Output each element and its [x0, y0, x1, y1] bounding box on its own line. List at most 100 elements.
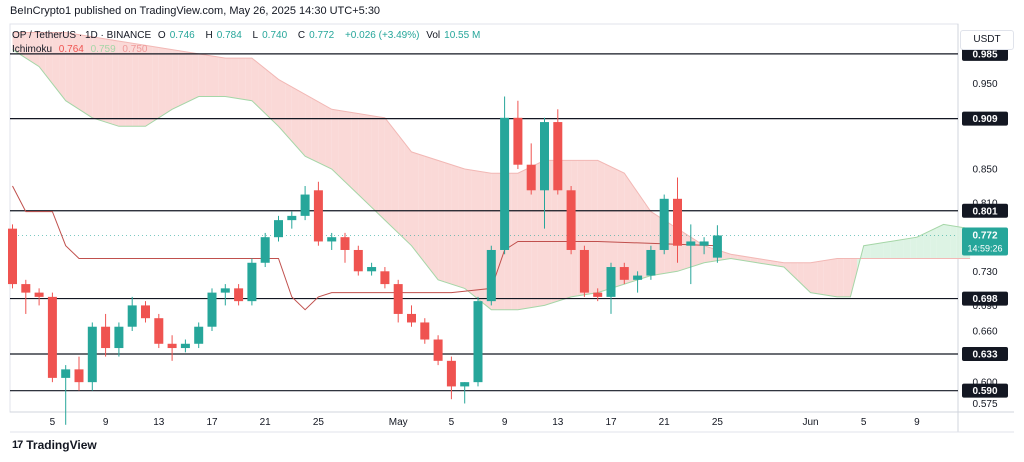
x-tick-label: Jun	[802, 417, 818, 428]
cloud-segment	[52, 32, 60, 93]
cloud-segment	[411, 151, 419, 255]
cloud-segment	[923, 230, 931, 259]
x-tick-label: 13	[552, 417, 564, 428]
cloud-segment	[371, 115, 379, 214]
ichimoku-value-3: 0.750	[122, 44, 148, 55]
candle	[8, 228, 17, 285]
x-tick-label: 5	[861, 417, 867, 428]
cloud-segment	[890, 240, 897, 259]
cloud-segment	[877, 242, 884, 259]
candle	[207, 292, 217, 327]
cloud-segment	[790, 262, 798, 280]
cloud-segment	[770, 260, 778, 266]
level-label: 0.633	[972, 350, 997, 361]
cloud-segment	[803, 262, 811, 293]
candle	[154, 318, 164, 344]
candle	[566, 190, 576, 250]
level-tag-0.909	[962, 111, 1008, 126]
candle	[260, 237, 270, 263]
cloud-segment	[238, 58, 246, 100]
level-tag-0.801	[962, 203, 1008, 218]
candle	[327, 237, 337, 242]
cloud-segment	[19, 32, 26, 59]
cloud-segment	[910, 237, 917, 259]
volume: Vol 10.55 M	[426, 30, 481, 41]
cloud-segment	[105, 38, 113, 125]
candle	[659, 198, 669, 250]
cloud-segment	[830, 258, 838, 297]
cloud-segment	[837, 258, 844, 297]
candle	[194, 326, 204, 344]
level-label: 0.909	[972, 114, 997, 125]
symbol-name[interactable]: OP / TetherUS · 1D · BINANCE	[12, 30, 152, 41]
candle	[353, 249, 363, 272]
cloud-segment	[617, 170, 625, 287]
cloud-segment	[537, 160, 545, 307]
candle	[127, 305, 137, 327]
cloud-segment	[517, 170, 525, 310]
cloud-segment	[823, 259, 831, 296]
countdown-label: 14:59:26	[967, 243, 1002, 253]
level-label: 0.985	[972, 49, 997, 60]
x-tick-label: 17	[605, 417, 617, 428]
cloud-segment	[198, 53, 206, 97]
ohlc-close: C 0.772	[297, 30, 335, 41]
x-tick-label: May	[389, 417, 408, 428]
currency-selector[interactable]: USDT	[960, 30, 1014, 50]
cloud-segment	[557, 160, 565, 302]
cloud-segment	[464, 168, 472, 294]
candle	[673, 198, 682, 246]
candle	[87, 326, 97, 383]
cloud-segment	[245, 58, 252, 101]
x-tick-label: 25	[313, 417, 325, 428]
cloud-segment	[451, 164, 459, 287]
cloud-segment	[271, 74, 279, 127]
candle	[500, 117, 510, 250]
cloud-segment	[684, 232, 691, 270]
cloud-segment	[611, 166, 618, 289]
candle	[486, 249, 496, 302]
tradingview-brand: TradingView	[26, 438, 97, 452]
cloud-segment	[251, 58, 259, 108]
cloud-segment	[345, 111, 352, 189]
cloud-segment	[112, 39, 119, 127]
cloud-segment	[152, 46, 159, 123]
ichimoku-label[interactable]: Ichimoku	[12, 44, 53, 55]
top-bar: BeInCrypto1 published on TradingView.com…	[0, 0, 1024, 22]
cloud-segment	[85, 35, 93, 118]
cloud-segment	[863, 244, 871, 259]
cloud-segment	[305, 94, 312, 160]
candle	[433, 339, 443, 361]
candle	[180, 343, 190, 349]
level-tag-0.590	[962, 383, 1008, 398]
cloud-segment	[797, 262, 804, 287]
candle	[473, 301, 483, 383]
cloud-segment	[92, 36, 99, 120]
cloud-segment	[551, 160, 558, 304]
cloud-segment	[418, 154, 425, 263]
candle	[460, 382, 470, 387]
cloud-segment	[118, 41, 126, 127]
y-tick-label: 0.575	[972, 399, 997, 410]
candle	[619, 267, 629, 280]
cloud-segment	[591, 160, 598, 294]
level-label: 0.801	[972, 206, 997, 217]
ichimoku-value-2: 0.759	[90, 44, 116, 55]
cloud-segment	[59, 32, 66, 101]
x-tick-label: 9	[103, 417, 109, 428]
candle	[526, 164, 536, 191]
ohlc-high: H 0.784	[205, 30, 242, 41]
cloud-segment	[750, 257, 758, 263]
cloud-segment	[930, 227, 937, 259]
candle	[553, 122, 563, 191]
cloud-segment	[544, 160, 552, 306]
cloud-segment	[730, 254, 738, 260]
cloud-segment	[351, 112, 359, 195]
cloud-segment	[358, 113, 365, 201]
cloud-segment	[12, 32, 20, 54]
tradingview-logo[interactable]: 17 TradingView	[12, 438, 97, 452]
candle	[686, 241, 696, 246]
ichimoku-value-1: 0.764	[58, 44, 84, 55]
y-tick-label: 0.850	[972, 164, 997, 175]
